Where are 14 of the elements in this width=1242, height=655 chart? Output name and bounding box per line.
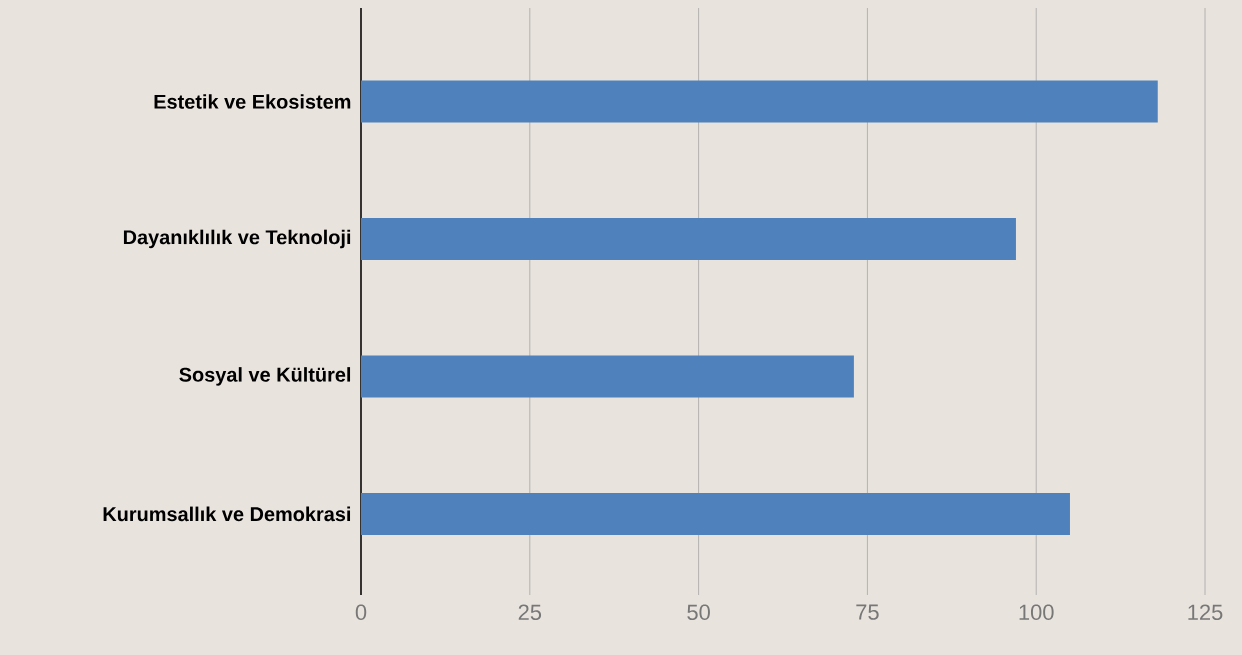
x-tick-label: 0	[355, 604, 367, 621]
y-tick-label: Sosyal ve Kültürel	[179, 367, 351, 386]
y-tick-label: Dayanıklılık ve Teknoloji	[123, 229, 351, 249]
x-tick-label: 100	[1019, 604, 1054, 621]
x-tick-label: 125	[1188, 604, 1223, 621]
x-tick-label: 50	[687, 604, 710, 621]
x-tick-label: 25	[518, 604, 542, 621]
bar	[361, 217, 1016, 260]
x-tick-label: 75	[856, 604, 879, 620]
bar	[361, 492, 1070, 535]
y-tick-label: Kurumsallık ve Demokrasi	[103, 506, 351, 522]
bar	[361, 355, 854, 398]
y-tick-label: Estetik ve Ekosistem	[154, 94, 351, 109]
bar	[361, 80, 1158, 123]
